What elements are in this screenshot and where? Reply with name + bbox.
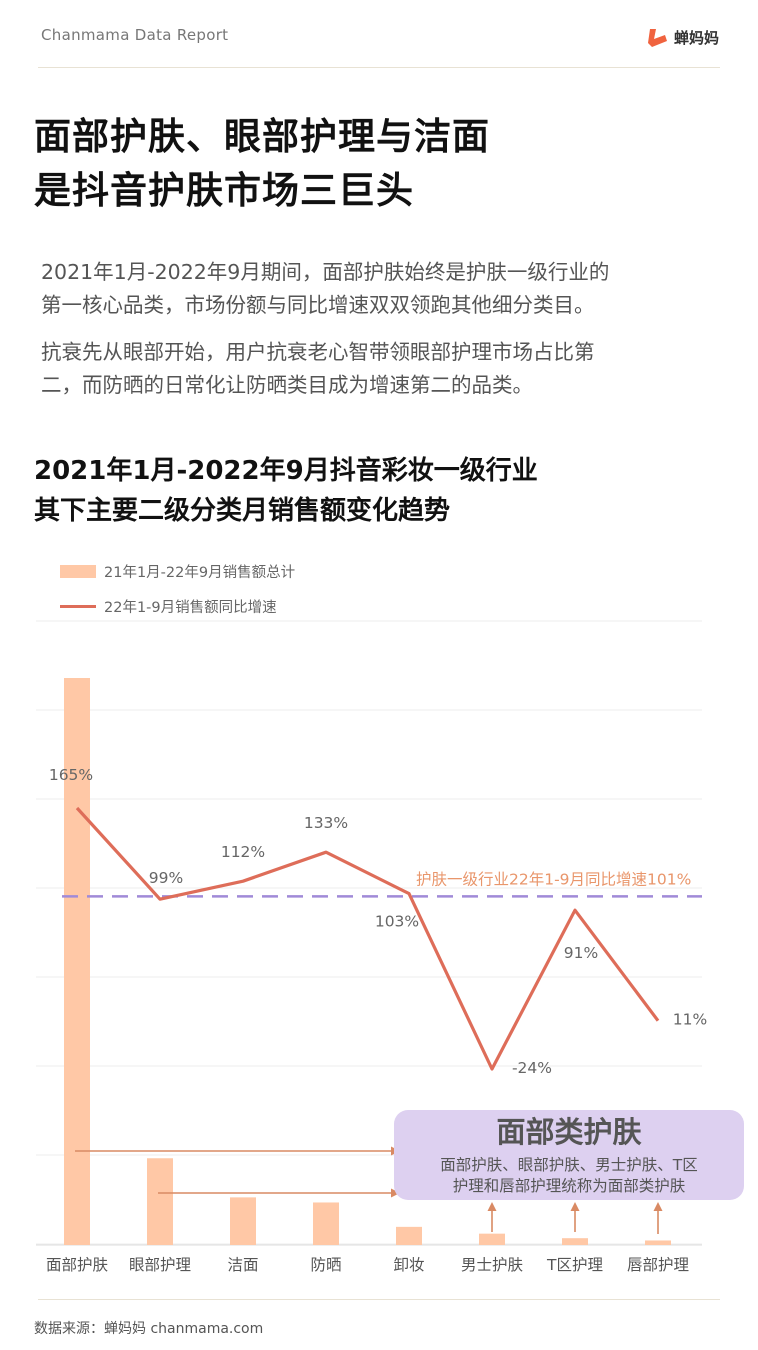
arrow-head-1 xyxy=(391,1188,400,1198)
growth-label-2: 112% xyxy=(221,843,265,861)
paragraph-2-line-1: 抗衰先从眼部开始，用户抗衰老心智带领眼部护理市场占比第 xyxy=(41,340,595,364)
legend-line-label: 22年1-9月销售额同比增速 xyxy=(104,600,277,616)
growth-label-4: 103% xyxy=(375,913,419,931)
chart-title: 2021年1月-2022年9月抖音彩妆一级行业 其下主要二级分类月销售额变化趋势 xyxy=(34,451,538,531)
growth-label-6: 91% xyxy=(564,944,598,962)
x-label-2: 洁面 xyxy=(227,1256,258,1274)
arrow-head-4 xyxy=(653,1202,663,1211)
x-label-1: 眼部护理 xyxy=(129,1256,191,1274)
legend-bar-label: 21年1月-22年9月销售额总计 xyxy=(104,565,296,581)
chanmama-logo-icon xyxy=(647,29,667,47)
page-title: 面部护肤、眼部护理与洁面 是抖音护肤市场三巨头 xyxy=(34,110,490,218)
bar-1 xyxy=(147,1158,173,1245)
x-axis-labels: 面部护肤 眼部护理 洁面 防晒 卸妆 男士护肤 T区护理 唇部护理 xyxy=(46,1256,689,1274)
x-label-3: 防晒 xyxy=(310,1256,341,1274)
chart-title-line-2: 其下主要二级分类月销售额变化趋势 xyxy=(34,496,451,526)
x-label-0: 面部护肤 xyxy=(46,1256,109,1274)
arrow-head-3 xyxy=(570,1202,580,1211)
title-line-2: 是抖音护肤市场三巨头 xyxy=(34,169,414,212)
bar-2 xyxy=(230,1197,256,1245)
annotation-text-line-1: 面部护肤、眼部护肤、男士护肤、T区 xyxy=(440,1156,697,1174)
paragraph-1-line-1: 2021年1月-2022年9月期间，面部护肤始终是护肤一级行业的 xyxy=(41,260,610,284)
bar-3 xyxy=(313,1202,339,1245)
legend-bar-swatch xyxy=(60,565,96,578)
growth-line-group: 165% 99% 112% 133% 103% -24% 91% 11% xyxy=(49,766,707,1077)
legend-item-line: 22年1-9月销售额同比增速 xyxy=(60,596,277,617)
bar-7 xyxy=(645,1240,671,1245)
title-line-1: 面部护肤、眼部护理与洁面 xyxy=(34,115,490,158)
page-header: Chanmama Data Report 蝉妈妈 xyxy=(41,24,719,68)
reference-line-label: 护肤一级行业22年1-9月同比增速101% xyxy=(416,870,691,888)
growth-label-7: 11% xyxy=(673,1011,707,1029)
bar-6 xyxy=(562,1238,588,1245)
brand-logo: 蝉妈妈 xyxy=(646,24,719,50)
annotation-box-background xyxy=(394,1110,744,1200)
annotation-arrows xyxy=(75,1146,663,1234)
growth-label-0: 165% xyxy=(49,766,93,784)
annotation-box: 面部类护肤 面部护肤、眼部护肤、男士护肤、T区 护理和唇部护理统称为面部类护肤 xyxy=(394,1110,744,1200)
x-label-5: 男士护肤 xyxy=(461,1256,524,1274)
arrow-head-2 xyxy=(487,1202,497,1211)
growth-label-1: 99% xyxy=(149,869,183,887)
footer-divider xyxy=(38,1299,720,1300)
growth-label-3: 133% xyxy=(304,814,348,832)
paragraph-2-line-2: 二，而防晒的日常化让防晒类目成为增速第二的品类。 xyxy=(41,373,533,397)
growth-label-5: -24% xyxy=(512,1059,552,1077)
legend-line-swatch xyxy=(60,605,96,608)
bar-5 xyxy=(479,1233,505,1245)
x-label-4: 卸妆 xyxy=(393,1256,424,1274)
paragraph-1-line-2: 第一核心品类，市场份额与同比增速双双领跑其他细分类目。 xyxy=(41,293,595,317)
data-source: 数据来源：蝉妈妈 chanmama.com xyxy=(34,1321,264,1337)
brand-name: 蝉妈妈 xyxy=(673,28,719,47)
legend-item-bar: 21年1月-22年9月销售额总计 xyxy=(60,561,295,582)
annotation-text-line-2: 护理和唇部护理统称为面部类护肤 xyxy=(453,1177,686,1195)
report-label: Chanmama Data Report xyxy=(41,26,229,44)
annotation-title: 面部类护肤 xyxy=(496,1115,642,1149)
header-divider xyxy=(38,67,720,68)
growth-line xyxy=(75,806,660,1071)
x-label-6: T区护理 xyxy=(546,1256,603,1274)
paragraph-2: 抗衰先从眼部开始，用户抗衰老心智带领眼部护理市场占比第 二，而防晒的日常化让防晒… xyxy=(41,336,731,402)
paragraph-1: 2021年1月-2022年9月期间，面部护肤始终是护肤一级行业的 第一核心品类，… xyxy=(41,256,731,322)
chart-title-line-1: 2021年1月-2022年9月抖音彩妆一级行业 xyxy=(34,456,538,486)
bar-4 xyxy=(396,1226,422,1245)
x-label-7: 唇部护理 xyxy=(627,1256,689,1274)
bar-0 xyxy=(64,678,90,1245)
